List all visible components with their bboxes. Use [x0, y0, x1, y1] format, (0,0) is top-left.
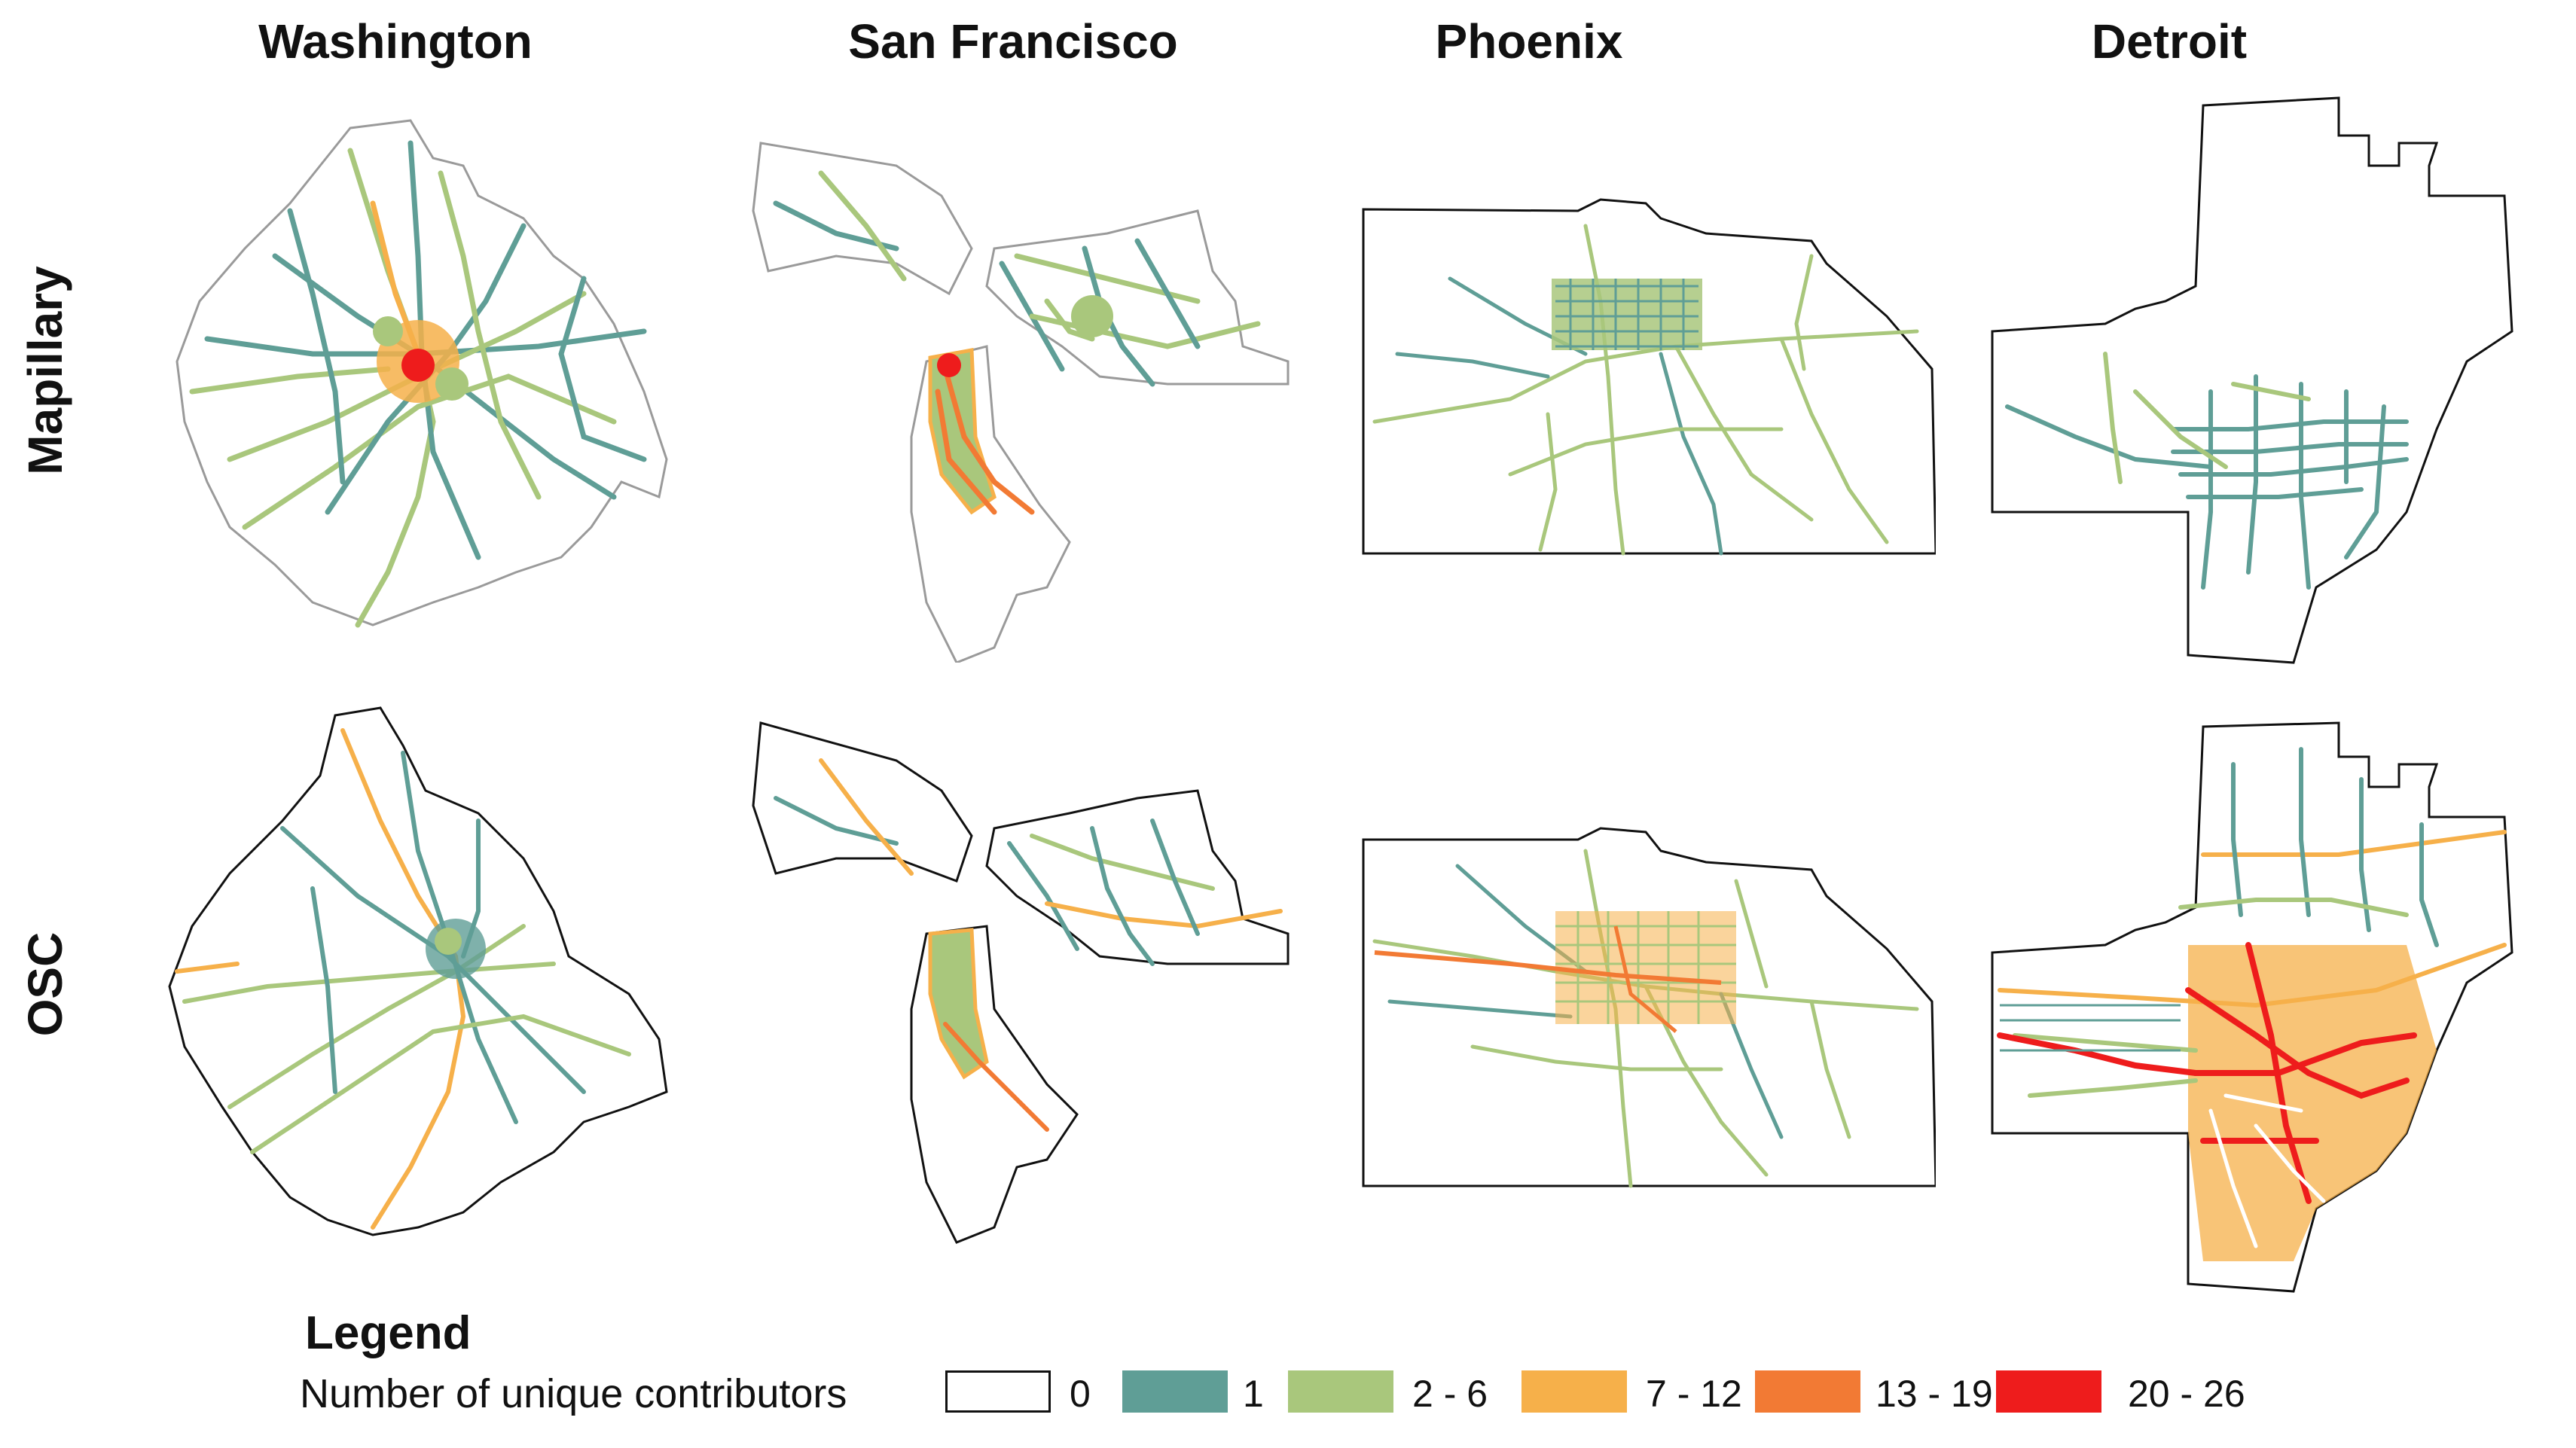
- legend-label-20-26: 20 - 26: [2128, 1373, 2245, 1415]
- legend-swatch-2-6: [1288, 1370, 1393, 1413]
- map-san-francisco-osc: [746, 708, 1296, 1250]
- legend-subtitle: Number of unique contributors: [300, 1371, 847, 1416]
- legend-swatch-7-12: [1521, 1370, 1627, 1413]
- column-title-washington: Washington: [258, 14, 533, 69]
- map-washington-osc: [162, 700, 674, 1242]
- legend-label-13-19: 13 - 19: [1876, 1373, 1993, 1415]
- map-phoenix-osc: [1360, 821, 1936, 1197]
- legend-swatch-1: [1122, 1370, 1228, 1413]
- map-washington-mapillary: [162, 105, 674, 633]
- map-san-francisco-mapillary: [746, 120, 1296, 663]
- legend-label-1: 1: [1243, 1373, 1264, 1415]
- map-phoenix-mapillary: [1360, 188, 1936, 565]
- legend-swatch-20-26: [1996, 1370, 2101, 1413]
- legend-label-2-6: 2 - 6: [1412, 1373, 1488, 1415]
- legend-swatch-13-19: [1755, 1370, 1860, 1413]
- legend-title: Legend: [305, 1307, 472, 1359]
- map-detroit-osc: [1985, 719, 2527, 1299]
- legend-label-0: 0: [1070, 1373, 1091, 1415]
- row-title-osc: OSC: [18, 931, 72, 1037]
- column-title-detroit: Detroit: [2091, 14, 2248, 69]
- column-title-phoenix: Phoenix: [1435, 14, 1623, 69]
- legend-swatch-0: [945, 1370, 1051, 1413]
- column-title-san-francisco: San Francisco: [848, 14, 1178, 69]
- legend-label-7-12: 7 - 12: [1646, 1373, 1742, 1415]
- row-title-mapillary: Mapillary: [18, 266, 72, 475]
- map-detroit-mapillary: [1985, 90, 2527, 670]
